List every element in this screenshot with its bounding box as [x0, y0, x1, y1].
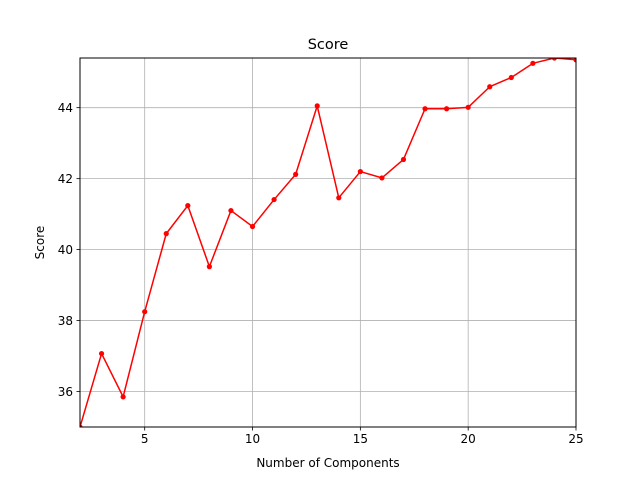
data-point — [80, 424, 83, 427]
data-point — [163, 231, 169, 237]
data-point — [185, 203, 191, 209]
x-tick-label: 20 — [461, 432, 476, 446]
data-point — [336, 195, 342, 201]
data-point — [98, 350, 105, 357]
y-tick-label: 40 — [58, 243, 73, 257]
data-point — [293, 171, 299, 177]
x-axis-label: Number of Components — [256, 456, 399, 470]
y-tick-label: 36 — [58, 385, 73, 399]
data-point — [249, 223, 256, 230]
y-tick-label: 44 — [58, 101, 73, 115]
x-tick-label: 25 — [568, 432, 583, 446]
x-tick-label: 10 — [245, 432, 260, 446]
x-tick-label: 5 — [141, 432, 149, 446]
grid — [80, 58, 577, 427]
data-point — [487, 84, 493, 90]
data-point — [271, 196, 277, 203]
data-point — [379, 175, 385, 181]
series-line — [80, 58, 576, 427]
data-point — [573, 58, 576, 63]
plot-area-frame — [79, 57, 577, 428]
data-point — [551, 58, 558, 61]
data-point — [357, 168, 363, 175]
data-point — [120, 394, 126, 400]
data-point — [444, 106, 450, 112]
y-axis-label: Score — [33, 226, 47, 260]
y-tick-label: 38 — [58, 314, 73, 328]
y-tick-label: 42 — [58, 172, 73, 186]
series-layer — [80, 58, 576, 427]
data-point — [508, 74, 514, 81]
data-point — [206, 264, 212, 270]
data-point — [142, 309, 148, 315]
data-point — [422, 106, 428, 112]
data-point — [530, 60, 536, 66]
axis-ticks: 5 10 15 20 25 36 38 40 42 44 — [58, 101, 584, 446]
data-point — [228, 207, 234, 214]
chart-title: Score — [308, 37, 349, 53]
data-point — [400, 156, 407, 163]
data-point — [314, 103, 320, 109]
data-point — [465, 104, 471, 110]
x-tick-label: 15 — [353, 432, 368, 446]
